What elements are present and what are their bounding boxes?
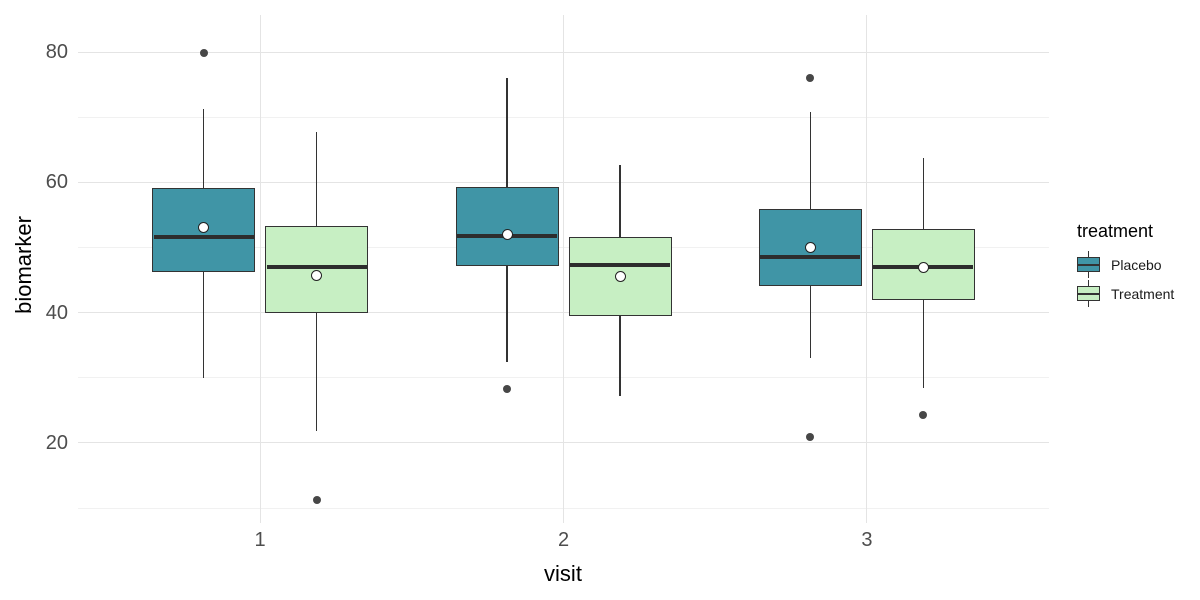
legend-item-treatment: Treatment: [1077, 279, 1174, 308]
outlier-point-placebo-visit-3-0: [806, 73, 815, 82]
legend-key-median-placebo: [1078, 263, 1099, 266]
plot-panel: [78, 15, 1049, 523]
iqr-box-placebo-visit-2: [455, 186, 559, 266]
x-tick-label-2: 2: [557, 529, 570, 551]
legend-item-placebo: Placebo: [1077, 250, 1174, 279]
outlier-point-treatment-visit-1-0: [312, 496, 321, 505]
y-tick-label-20: 20: [45, 431, 68, 454]
x-tick-label-1: 1: [254, 529, 266, 551]
iqr-box-treatment-visit-1: [265, 226, 369, 314]
legend-key-box-treatment: [1077, 286, 1100, 301]
legend: treatment Placebo Treatment: [1077, 221, 1174, 308]
legend-key-boxplot-icon-treatment: [1077, 280, 1100, 307]
x-axis-title: visit: [544, 561, 582, 586]
gridline-x-visit-1: [259, 15, 261, 523]
gridline-x-visit-3: [866, 15, 868, 523]
median-line-placebo-visit-3: [760, 255, 861, 260]
gridline-x-visit-2: [563, 15, 564, 523]
mean-point-placebo-visit-2: [501, 228, 513, 240]
mean-point-placebo-visit-3: [804, 242, 816, 253]
legend-key-boxplot-icon-placebo: [1077, 251, 1100, 278]
median-line-treatment-visit-2: [570, 263, 670, 268]
legend-label-treatment: Treatment: [1111, 285, 1175, 302]
mean-point-placebo-visit-1: [198, 222, 210, 234]
legend-label-placebo: Placebo: [1111, 256, 1162, 273]
mean-point-treatment-visit-3: [917, 261, 929, 273]
outlier-point-placebo-visit-2-0: [503, 384, 511, 393]
legend-title: treatment: [1077, 221, 1154, 241]
outlier-point-placebo-visit-1-0: [199, 49, 208, 58]
y-tick-label-80: 80: [45, 41, 68, 64]
legend-items: Placebo Treatment: [1077, 250, 1174, 308]
legend-key-median-treatment: [1078, 292, 1099, 295]
outlier-point-treatment-visit-3-0: [919, 410, 928, 419]
y-tick-label-60: 60: [45, 171, 68, 194]
median-line-treatment-visit-1: [266, 265, 367, 270]
mean-point-treatment-visit-1: [311, 270, 323, 281]
outlier-point-placebo-visit-3-1: [806, 433, 815, 442]
y-axis-title: biomarker: [11, 216, 36, 314]
x-tick-label-3: 3: [861, 529, 873, 551]
mean-point-treatment-visit-2: [614, 270, 626, 282]
median-line-placebo-visit-1: [153, 235, 254, 240]
legend-key-box-placebo: [1077, 257, 1100, 272]
y-tick-label-40: 40: [45, 301, 68, 324]
